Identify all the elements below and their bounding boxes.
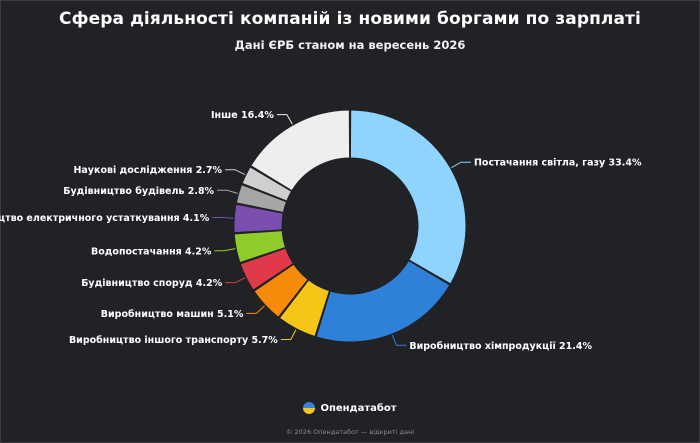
donut-slice[interactable]: [239, 247, 294, 291]
donut-slice[interactable]: [233, 230, 287, 264]
donut-slice[interactable]: [250, 109, 351, 192]
leader-line: [217, 189, 238, 194]
slice-label: Виробництво електричного устаткування 4.…: [0, 213, 210, 224]
slice-label: Виробництво машин 5.1%: [101, 309, 244, 320]
label-leader-lines: [212, 114, 471, 346]
leader-line: [451, 161, 471, 169]
leader-line: [225, 169, 246, 175]
leader-line: [225, 277, 246, 284]
donut-slice[interactable]: [235, 183, 288, 214]
brand-mark[interactable]: Опендатабот: [0, 402, 700, 414]
slice-label: Інше 16.4%: [211, 110, 274, 121]
footer-text: © 2026 Опендатабот — відкриті дані: [285, 428, 415, 436]
leader-line: [276, 114, 293, 125]
slice-label: Водопостачання 4.2%: [91, 246, 212, 257]
leader-line: [214, 248, 236, 252]
brand-name: Опендатабот: [320, 402, 397, 414]
leader-line: [246, 305, 265, 314]
donut-slices: [233, 109, 467, 343]
leader-line: [212, 217, 234, 219]
slice-label: Будівництво будівель 2.8%: [63, 186, 214, 197]
slice-label: Виробництво хімпродукції 21.4%: [409, 341, 592, 352]
donut-slice[interactable]: [278, 279, 331, 338]
leader-line: [391, 334, 407, 346]
chart-title: Сфера діяльності компаній із новими борг…: [59, 9, 641, 29]
donut-slice[interactable]: [315, 259, 451, 343]
donut-slice[interactable]: [233, 203, 284, 234]
slice-label: Виробництво іншого транспорту 5.7%: [69, 335, 278, 346]
chart-subtitle: Дані ЄРБ станом на вересень 2026: [234, 38, 466, 52]
slice-labels: Постачання світла, газу 33.4% Виробництво…: [0, 110, 642, 352]
slice-label: Постачання світла, газу 33.4%: [474, 158, 642, 169]
donut-slice[interactable]: [349, 109, 467, 285]
slice-label: Наукові дослідження 2.7%: [73, 165, 222, 176]
slice-label: Будівництво споруд 4.2%: [81, 278, 223, 289]
donut-slice[interactable]: [241, 166, 293, 202]
brand-logo-icon: [303, 402, 316, 414]
donut-slice[interactable]: [253, 263, 309, 318]
leader-line: [280, 329, 297, 340]
